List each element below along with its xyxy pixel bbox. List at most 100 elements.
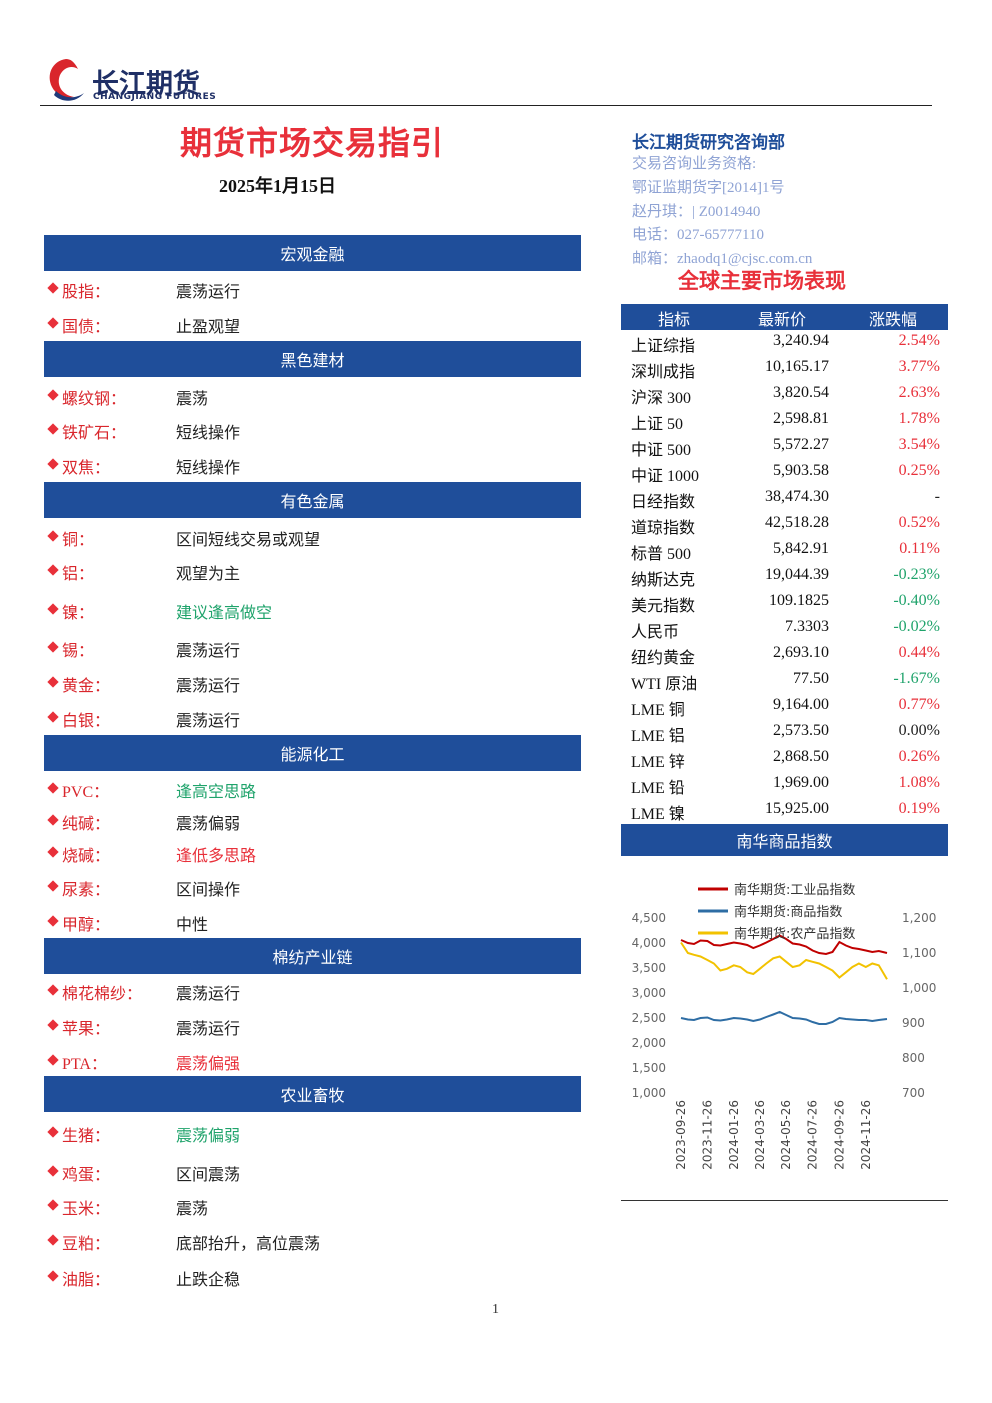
row-price: 5,903.58 [773,462,829,479]
bullet [47,389,59,401]
item-name: 油脂： [62,1272,111,1289]
row-change: -0.40% [893,592,940,609]
row-name: 纳斯达克 [631,572,696,589]
row-name: 标普 500 [631,546,692,563]
row-name: 上证 50 [631,416,684,433]
bullet [47,676,59,688]
item-view: 止盈观望 [176,319,241,336]
market-title: 全球主要市场表现 [678,269,846,293]
row-name: WTI 原油 [631,676,698,693]
section-header: 南华商品指数 [621,824,948,856]
table-header-bg [621,304,948,330]
contact-line: 交易咨询业务资格: [632,156,757,172]
item-name: 白银： [62,713,111,730]
item-name: 尿素： [62,882,111,899]
y-tick-label: 1,000 [902,981,936,995]
item-name: 国债： [62,319,111,336]
bullet [47,564,59,576]
row-change: 2.63% [898,384,940,401]
bullet [47,846,59,858]
row-price: 2,573.50 [773,722,829,739]
row-change: 1.08% [898,774,940,791]
row-price: 2,693.10 [773,644,829,661]
row-price: 2,598.81 [773,410,829,427]
item-name: 鸡蛋： [62,1167,111,1184]
y-tick-label: 4,000 [632,936,666,950]
item-name: 铁矿石： [62,425,127,442]
row-name: 上证综指 [631,338,696,355]
bullet [47,880,59,892]
x-tick-label: 2024-07-26 [806,1100,820,1170]
row-change: 0.77% [898,696,940,713]
y-tick-label: 1,500 [632,1061,666,1075]
item-view: 区间操作 [176,882,241,899]
item-name: 甲醇： [62,917,111,934]
bullet [47,711,59,723]
table-header: 涨跌幅 [868,312,917,329]
y-tick-label: 900 [902,1016,925,1030]
row-price: 5,842.91 [773,540,829,557]
y-tick-label: 2,000 [632,1036,666,1050]
row-change: - [934,488,940,505]
page-number: 1 [492,1302,499,1317]
row-price: 38,474.30 [765,488,829,505]
row-price: 7.3303 [785,618,829,635]
x-tick-label: 2023-11-26 [700,1100,714,1170]
item-name: 锡： [62,643,95,660]
item-view: 逢高空思路 [176,784,257,801]
y-tick-label: 800 [902,1051,925,1065]
item-view: 震荡运行 [176,1021,241,1038]
table-header: 最新价 [757,312,806,329]
row-name: 沪深 300 [631,390,692,407]
section-header: 黑色建材 [44,341,581,377]
item-view: 逢低多思路 [176,848,257,865]
legend-label: 南华期货:工业品指数 [734,882,855,898]
item-name: 股指： [62,284,111,301]
item-view: 区间震荡 [176,1167,241,1184]
item-view: 建议逢高做空 [176,605,273,622]
table-header: 指标 [657,312,690,329]
bullet [47,1019,59,1031]
item-name: 铝： [62,566,95,583]
series-line [680,941,888,980]
bullet [47,814,59,826]
bullet [47,282,59,294]
row-change: 2.54% [898,332,940,349]
row-price: 15,925.00 [765,800,829,817]
logo-subtext: CHANGJIANG FUTURES [93,92,217,102]
bullet [47,1165,59,1177]
row-price: 3,240.94 [773,332,829,349]
item-name: PVC： [62,784,110,801]
item-view: 中性 [176,917,209,934]
logo-text: 长江期货 [92,69,200,100]
legend-label: 南华期货:农产品指数 [734,926,855,942]
y-tick-label: 3,500 [632,961,666,975]
y-tick-label: 1,100 [902,946,936,960]
row-price: 9,164.00 [773,696,829,713]
item-view: 观望为主 [176,566,241,583]
row-change: 0.52% [898,514,940,531]
row-change: -1.67% [893,670,940,687]
item-view: 震荡 [176,391,209,408]
row-price: 1,969.00 [773,774,829,791]
item-name: 黄金： [62,678,111,695]
row-price: 19,044.39 [765,566,829,583]
item-view: 区间短线交易或观望 [176,532,321,549]
y-tick-label: 2,500 [632,1011,666,1025]
bullet [47,1270,59,1282]
section-header: 有色金属 [44,482,581,518]
logo-icon [49,59,84,101]
series-line [680,934,888,956]
item-name: 双焦： [62,460,111,477]
row-change: 3.77% [898,358,940,375]
row-change: 0.26% [898,748,940,765]
chart-rule [621,1200,948,1201]
item-name: 生猪： [62,1128,111,1145]
bullet [47,1054,59,1066]
item-name: 玉米： [62,1201,111,1218]
item-view: 震荡 [176,1201,209,1218]
row-price: 2,868.50 [773,748,829,765]
bullet [47,423,59,435]
row-name: LME 镍 [631,806,685,823]
